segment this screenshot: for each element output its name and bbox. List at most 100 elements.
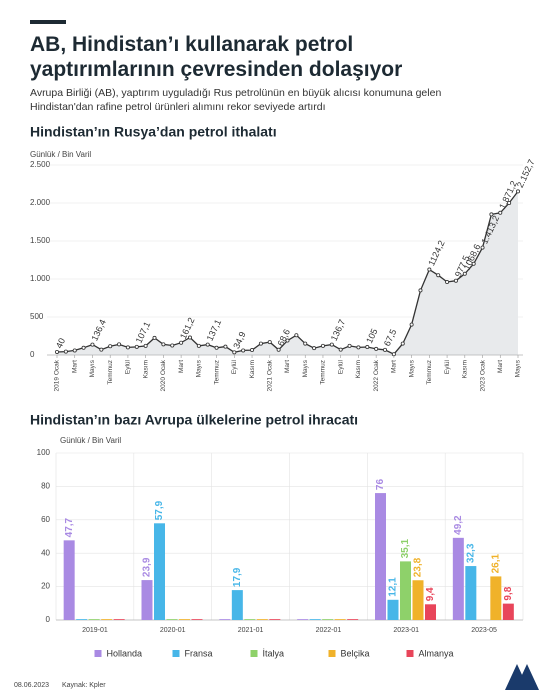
logo	[505, 664, 539, 690]
value-label: 32,3	[465, 543, 476, 563]
legend-swatch	[172, 650, 180, 657]
y-tick-label: 60	[41, 515, 50, 524]
chart-title: Hindistan’ın bazı Avrupa ülkelerine petr…	[30, 412, 358, 428]
y-tick-label: 80	[41, 482, 50, 491]
point	[152, 335, 157, 340]
bar	[191, 619, 203, 620]
point	[365, 345, 370, 350]
x-tick-label: Temmuz	[426, 360, 433, 385]
bar	[309, 619, 321, 620]
point	[462, 271, 467, 276]
point	[276, 347, 281, 352]
bar	[141, 580, 153, 620]
point	[453, 278, 458, 283]
value-label: 40	[54, 337, 67, 350]
legend-label: İtalya	[263, 648, 285, 658]
point	[383, 347, 388, 352]
value-label: 23,8	[413, 557, 424, 577]
point	[117, 342, 122, 347]
point	[409, 322, 414, 327]
legend-label: Almanya	[419, 648, 454, 658]
x-tick-label: Mart	[178, 360, 185, 373]
value-label: 57,9	[154, 500, 165, 520]
point	[480, 245, 485, 250]
legend-swatch	[94, 650, 102, 657]
point	[179, 340, 184, 345]
point	[63, 349, 68, 354]
point	[258, 341, 263, 346]
y-tick-label: 1.500	[30, 236, 51, 245]
value-label: 2.152,7	[515, 158, 537, 189]
x-tick-label: 2023 Ocak	[479, 359, 486, 391]
point	[72, 348, 77, 353]
legend-label: Belçika	[341, 648, 370, 658]
value-label: 23,9	[142, 557, 153, 577]
value-label: 17,9	[232, 567, 243, 587]
value-label: 1124,2	[426, 239, 446, 268]
bar	[244, 619, 256, 620]
bar	[154, 523, 165, 620]
point	[223, 344, 228, 349]
x-tick-label: Temmuz	[213, 360, 220, 385]
point	[294, 333, 299, 338]
value-label: 34,9	[231, 330, 247, 350]
point	[356, 345, 361, 350]
bar	[425, 604, 436, 620]
bar	[465, 566, 477, 620]
bar	[334, 619, 346, 620]
point	[108, 344, 113, 349]
point	[81, 345, 86, 350]
bar	[347, 619, 359, 620]
value-label: 136,7	[329, 318, 348, 343]
point	[498, 210, 503, 215]
value-label: 9,4	[425, 587, 436, 601]
x-tick-label: Mayıs	[196, 359, 203, 377]
x-tick-label: Mayıs	[89, 359, 96, 377]
area	[57, 191, 518, 355]
x-tick-label: 2020 Ocak	[160, 359, 167, 391]
value-label: 35,1	[400, 538, 411, 558]
point	[471, 261, 476, 266]
point	[427, 267, 432, 272]
x-tick-label: Mart	[391, 360, 398, 373]
x-tick-label: Eylül	[231, 359, 238, 374]
bar	[179, 619, 190, 620]
y-tick-label: 100	[37, 448, 51, 457]
point	[99, 347, 104, 352]
x-tick-label: Kasım	[355, 360, 362, 378]
point	[418, 288, 423, 293]
y-tick-label: 20	[41, 582, 50, 591]
x-tick-label: 2020-01	[160, 627, 186, 634]
header-bar	[30, 20, 66, 24]
point	[445, 280, 450, 285]
point	[232, 350, 237, 355]
y-tick-label: 2.000	[30, 198, 51, 207]
x-tick-label: Kasım	[142, 360, 149, 378]
x-tick-label: 2022-01	[316, 627, 342, 634]
value-label: 67,5	[382, 328, 398, 348]
x-tick-label: 2022 Ocak	[373, 359, 380, 391]
x-tick-label: Kasım	[249, 360, 256, 378]
value-label: 26,1	[490, 554, 501, 574]
point	[338, 347, 343, 352]
point	[374, 346, 379, 351]
x-tick-label: 2023-05	[471, 627, 497, 634]
point	[312, 346, 317, 351]
bar	[76, 619, 88, 620]
point	[90, 342, 95, 347]
value-label: 12,1	[388, 577, 399, 597]
bar	[387, 599, 399, 620]
point	[143, 343, 148, 348]
y-tick-label: 40	[41, 548, 50, 557]
point	[347, 343, 352, 348]
point	[170, 343, 175, 348]
value-label: 137,1	[205, 318, 224, 343]
bar	[490, 576, 502, 620]
y-axis-label: Günlük / Bin Varil	[30, 150, 91, 159]
legend-swatch	[250, 650, 258, 657]
x-tick-label: Mart	[497, 360, 504, 373]
point	[436, 273, 441, 278]
bar	[231, 590, 243, 620]
x-tick-label: Mayıs	[302, 359, 309, 377]
